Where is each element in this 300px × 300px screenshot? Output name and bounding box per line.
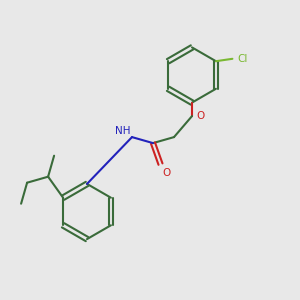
Text: NH: NH bbox=[115, 126, 130, 136]
Text: O: O bbox=[196, 111, 205, 121]
Text: O: O bbox=[162, 168, 170, 178]
Text: Cl: Cl bbox=[237, 54, 247, 64]
